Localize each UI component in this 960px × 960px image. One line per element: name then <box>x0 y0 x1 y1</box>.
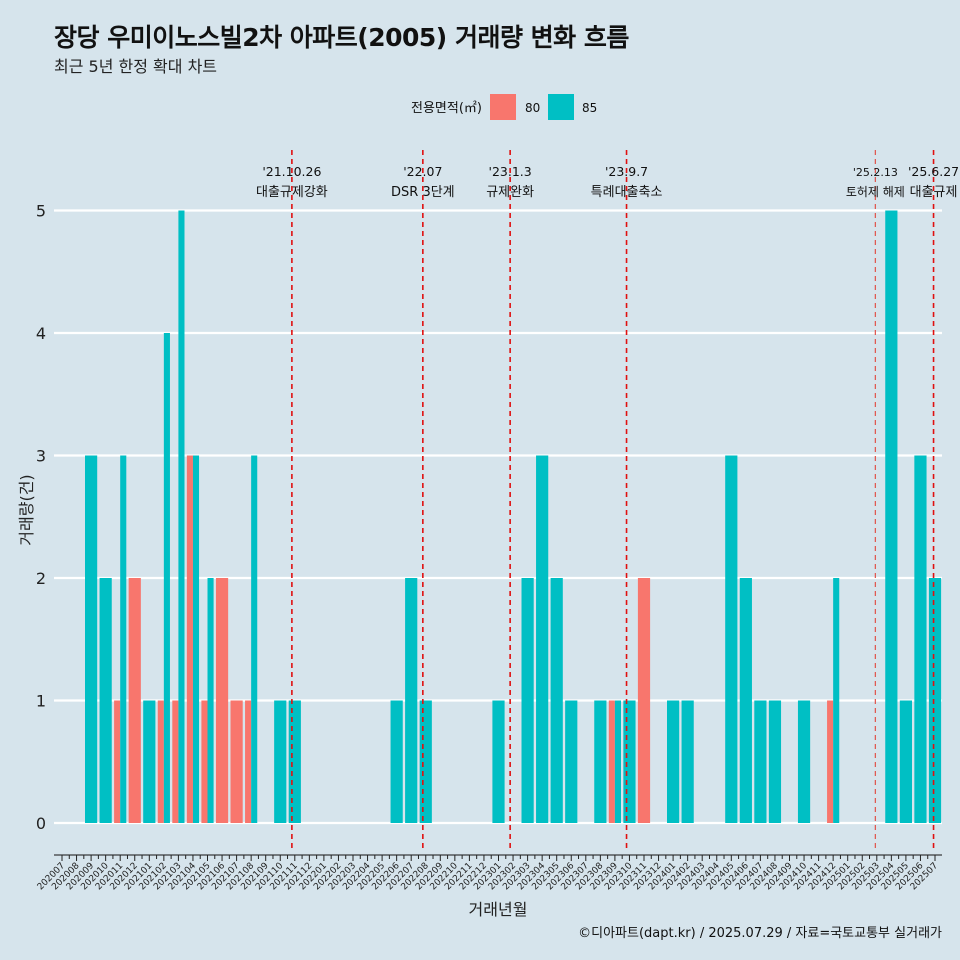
bar-85-202304 <box>536 455 549 823</box>
event-label: 규제완화 <box>486 185 534 200</box>
event-label: 대출규제강화 <box>256 185 328 200</box>
bar-85-202011 <box>120 455 127 823</box>
event-label: DSR 3단계 <box>391 185 455 200</box>
legend: 전용면적(㎡) 80 85 <box>411 94 597 120</box>
bar-85-202405 <box>725 455 738 823</box>
event-date: '25.2.13 <box>853 166 898 179</box>
bar-85-202102 <box>163 333 170 823</box>
bar-80-202309 <box>608 700 615 823</box>
bar-85-202207 <box>405 578 418 823</box>
bar-85-202105 <box>207 578 214 823</box>
y-tick-label: 5 <box>36 202 46 221</box>
bar-85-202101 <box>143 700 156 823</box>
event-label: 토허제 해제 <box>846 185 905 199</box>
bar-80-202011 <box>114 700 121 823</box>
chart-subtitle: 최근 5년 한정 확대 차트 <box>54 57 218 76</box>
bar-85-202301 <box>492 700 505 823</box>
bar-85-202412 <box>833 578 840 823</box>
bar-85-202010 <box>99 578 112 823</box>
bar-85-202406 <box>739 578 752 823</box>
event-date: '25.6.27 <box>908 164 959 179</box>
y-tick-label: 3 <box>36 447 46 466</box>
event-date: '23.9.7 <box>605 164 648 179</box>
y-tick-label: 4 <box>36 324 46 343</box>
bar-80-202102 <box>157 700 164 823</box>
bar-80-202107 <box>230 700 243 823</box>
bar-80-202106 <box>215 578 229 823</box>
bar-80-202105 <box>201 700 208 823</box>
event-label: 대출규제 <box>910 185 958 200</box>
bar-80-202311 <box>637 578 651 823</box>
bar-85-202506 <box>914 455 927 823</box>
event-label: 특례대출축소 <box>591 185 663 200</box>
bar-85-202305 <box>550 578 563 823</box>
bar-85-202206 <box>390 700 403 823</box>
legend-swatch-85 <box>548 94 574 120</box>
event-date: '22.07 <box>403 164 442 179</box>
axes: 0123452020072020082020092020102020112020… <box>17 202 942 919</box>
bar-85-202407 <box>754 700 767 823</box>
legend-swatch-80 <box>490 94 516 120</box>
bar-85-202410 <box>797 700 811 823</box>
y-tick-label: 0 <box>36 814 46 833</box>
bar-85-202306 <box>565 700 578 823</box>
bar-85-202310 <box>623 700 636 823</box>
bar-85-202208 <box>419 700 432 823</box>
bar-85-202504 <box>885 210 898 823</box>
event-date: '21.10.26 <box>262 164 321 179</box>
bar-80-202012 <box>128 578 141 823</box>
bar-85-202103 <box>178 210 185 823</box>
chart-title: 장당 우미이노스빌2차 아파트(2005) 거래량 변화 흐름 <box>54 23 629 52</box>
legend-label-80: 80 <box>525 101 540 115</box>
bar-85-202505 <box>899 700 912 823</box>
chart-caption: ©디아파트(dapt.kr) / 2025.07.29 / 자료=국토교통부 실… <box>578 926 942 941</box>
bar-85-202104 <box>192 455 200 823</box>
event-date: '23.1.3 <box>489 164 532 179</box>
bar-85-202111 <box>288 700 301 823</box>
bar-85-202110 <box>274 700 287 823</box>
bar-80-202103 <box>172 700 179 823</box>
y-tick-label: 2 <box>36 569 46 588</box>
bar-80-202108 <box>245 700 252 823</box>
bar-85-202408 <box>768 700 782 823</box>
bar-80-202104 <box>186 455 193 823</box>
bars <box>85 210 942 823</box>
x-axis-title: 거래년월 <box>469 900 528 919</box>
y-axis-title: 거래량(건) <box>17 474 36 545</box>
y-tick-label: 1 <box>36 692 46 711</box>
bar-85-202303 <box>521 578 534 823</box>
bar-80-202412 <box>827 700 834 823</box>
bar-85-202009 <box>85 455 98 823</box>
bar-85-202402 <box>681 700 694 823</box>
bar-85-202401 <box>667 700 680 823</box>
legend-label-85: 85 <box>582 101 597 115</box>
legend-title: 전용면적(㎡) <box>411 101 482 116</box>
bar-85-202108 <box>251 455 258 823</box>
annotations: '21.10.26 대출규제강화 '22.07 DSR 3단계 '23.1.3 규제완화 '… <box>256 150 959 850</box>
bar-85-202309 <box>614 700 621 823</box>
bar-85-202507 <box>928 578 942 823</box>
bar-85-202308 <box>594 700 607 823</box>
